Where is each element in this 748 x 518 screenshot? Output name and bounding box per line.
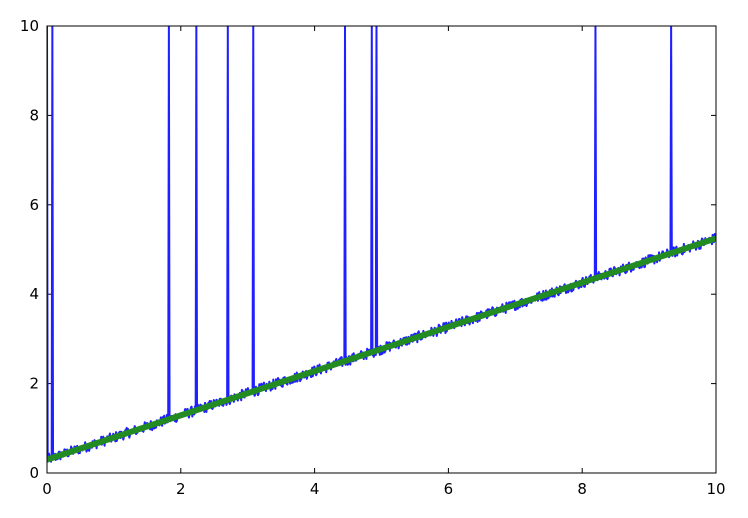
plot-area — [47, 26, 716, 463]
y-tick-label: 8 — [29, 106, 39, 124]
series-noisy-line — [47, 26, 716, 463]
x-tick-label: 10 — [706, 480, 725, 498]
x-tick-label: 8 — [577, 480, 587, 498]
x-tick-label: 2 — [176, 480, 186, 498]
y-tick-label: 2 — [29, 375, 39, 393]
series-fit-line — [47, 235, 716, 463]
x-tick-label: 4 — [310, 480, 320, 498]
labels-layer: 0 2 4 6 8 10 0 2 4 6 8 10 — [20, 17, 726, 498]
y-tick-label: 6 — [29, 196, 39, 214]
axes-frame — [46, 25, 717, 474]
x-tick-label: 6 — [444, 480, 454, 498]
y-tick-label: 4 — [29, 285, 39, 303]
data-layer — [47, 26, 716, 463]
y-tick-label: 0 — [29, 464, 39, 482]
ticks-layer — [46, 25, 717, 474]
x-tick-label: 0 — [42, 480, 52, 498]
y-tick-label: 10 — [20, 17, 39, 35]
